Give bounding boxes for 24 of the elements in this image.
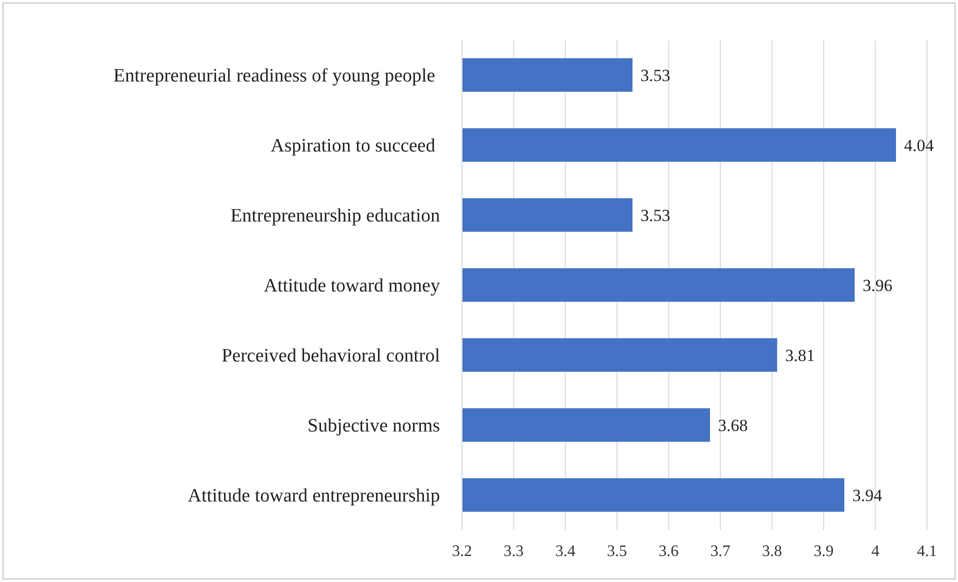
x-tick-label: 3.9 (814, 543, 834, 560)
x-tick-label: 3.8 (762, 543, 782, 560)
data-label: 3.53 (640, 206, 670, 225)
x-tick-label: 3.7 (710, 543, 730, 560)
x-tick-label: 3.5 (607, 543, 627, 560)
data-label: 3.94 (852, 486, 883, 505)
data-label: 3.81 (785, 346, 815, 365)
x-tick-label: 4.1 (917, 543, 937, 560)
data-label: 4.04 (904, 136, 934, 155)
y-tick-label: Perceived behavioral control (222, 346, 440, 367)
y-tick-label: Aspiration to succeed (270, 136, 440, 157)
x-tick-label: 3.6 (658, 543, 679, 560)
y-tick-label: Attitude toward money (264, 276, 440, 297)
x-tick-label: 3.3 (504, 543, 524, 560)
data-label: 3.68 (718, 416, 748, 435)
data-label: 3.53 (640, 66, 670, 85)
y-tick-label: Subjective norms (308, 416, 440, 437)
y-tick-label: Attitude toward entrepreneurship (188, 486, 440, 507)
x-tick-label: 3.4 (555, 543, 576, 560)
y-tick-label: Entrepreneurial readiness of young people (113, 66, 440, 87)
x-tick-label: 4 (871, 543, 880, 560)
data-label: 3.96 (862, 276, 892, 295)
y-tick-label: Entrepreneurship education (230, 206, 440, 227)
x-tick-label: 3.2 (452, 543, 472, 560)
